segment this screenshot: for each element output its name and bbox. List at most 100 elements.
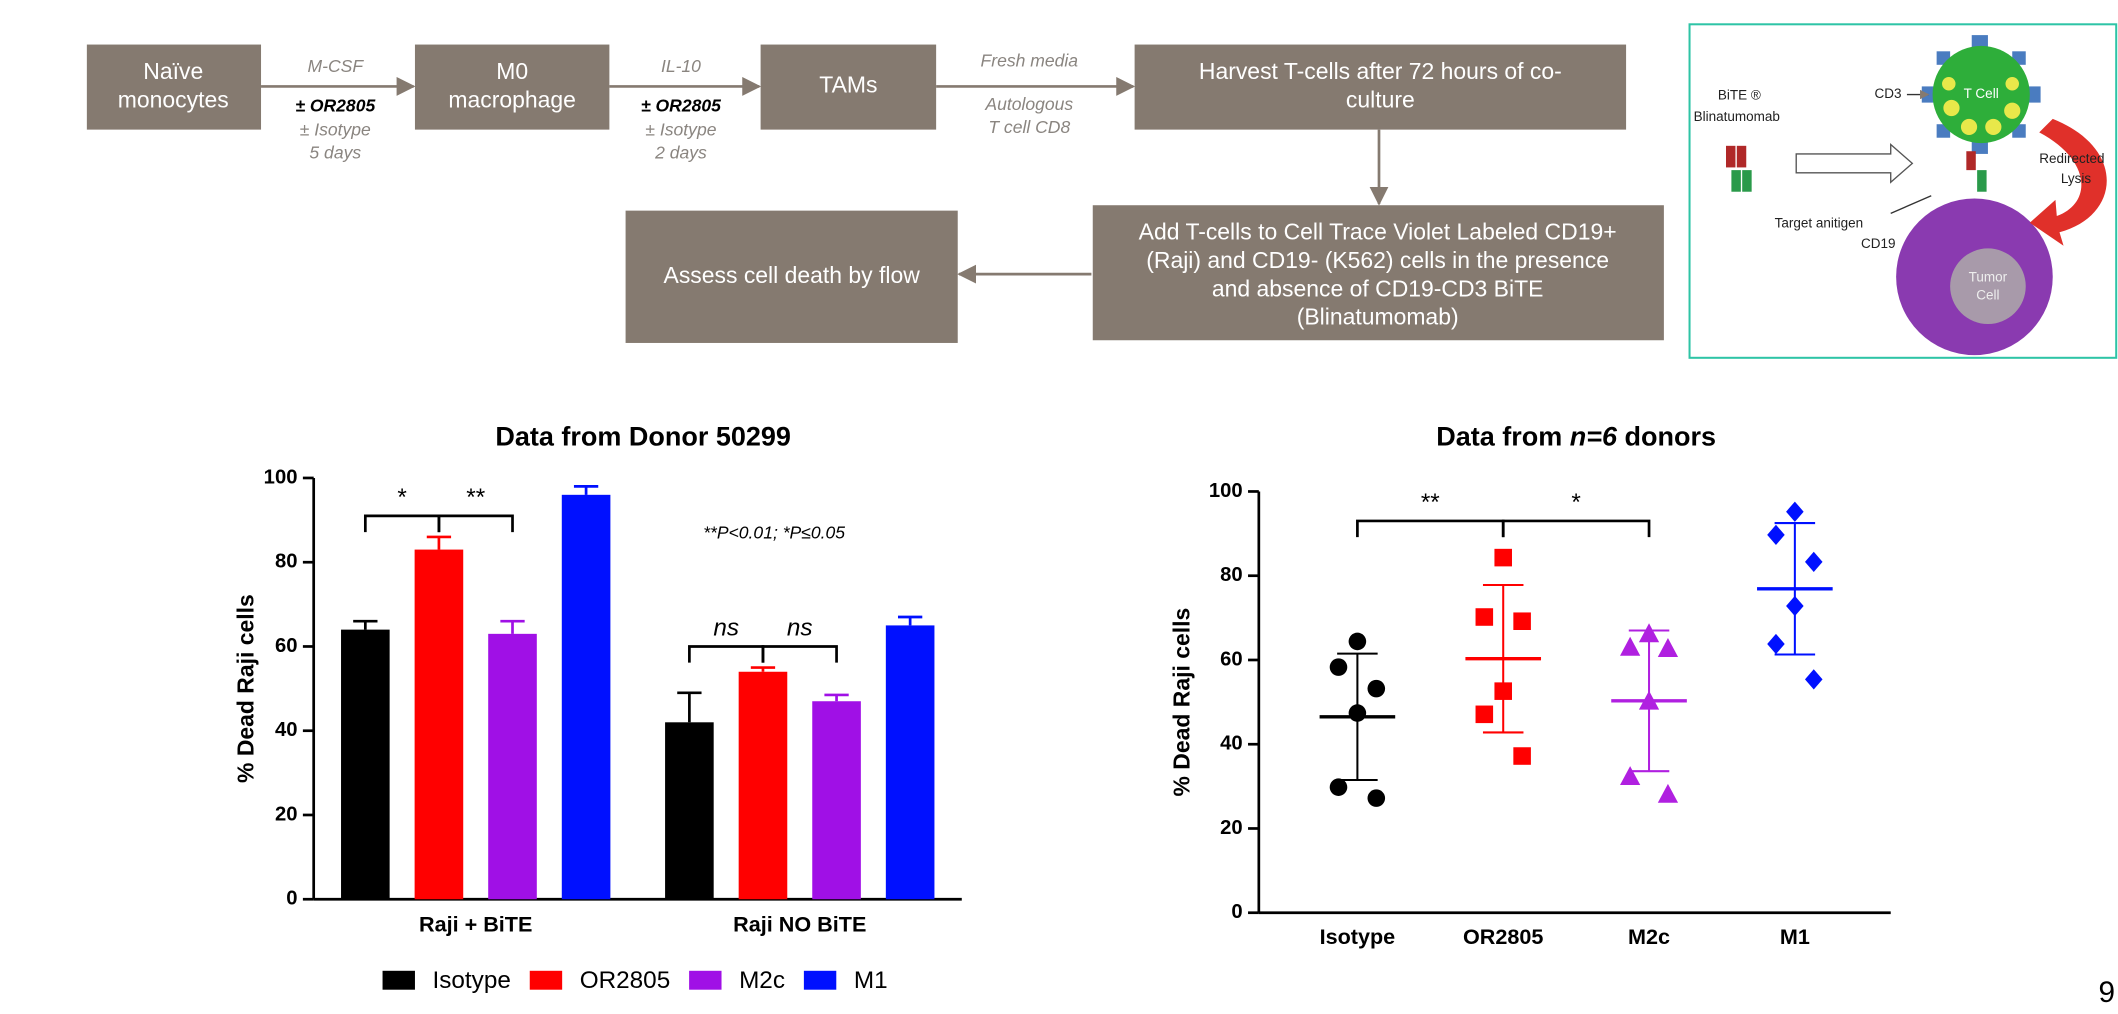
point (1620, 637, 1640, 656)
bar (665, 722, 714, 899)
inset-label: Lysis (2061, 171, 2092, 186)
point (1767, 525, 1785, 545)
chart-title: Data from Donor 50299 (495, 422, 791, 452)
annotation: **P<0.01; *P≤0.05 (703, 523, 845, 543)
legend-label: M1 (854, 967, 888, 994)
significance-bracket (763, 646, 837, 662)
step-text: TAMs (819, 71, 877, 97)
significance-bracket (365, 516, 439, 532)
inset-label: Cell (1976, 287, 1999, 302)
y-tick-label: 100 (1209, 480, 1243, 502)
point (1368, 680, 1386, 698)
point (1658, 638, 1678, 657)
error-bar (677, 693, 701, 722)
point (1513, 612, 1531, 630)
x-tick-label: M1 (1780, 924, 1810, 949)
inset-label: Redirected (2039, 151, 2104, 166)
point (1658, 784, 1678, 803)
step-text: macrophage (448, 86, 576, 112)
legend-label: OR2805 (580, 967, 671, 994)
point (1805, 669, 1823, 689)
significance-label: ** (1421, 489, 1440, 516)
title-part: n=6 (1570, 422, 1618, 452)
point (1767, 634, 1785, 654)
point (1349, 633, 1367, 651)
bar (488, 634, 537, 899)
point (1494, 682, 1512, 700)
arrow-label: T cell CD8 (988, 117, 1070, 137)
arrow-label: Fresh media (981, 51, 1079, 71)
x-tick-label: Raji + BiTE (419, 912, 532, 937)
point (1330, 658, 1348, 676)
significance-bracket (1503, 521, 1649, 537)
point (1620, 766, 1640, 785)
x-tick-label: Isotype (1320, 924, 1396, 949)
step-text: culture (1346, 86, 1415, 112)
inset-label: T Cell (1964, 86, 1999, 101)
significance-bracket (439, 516, 513, 532)
legend-label: Isotype (433, 967, 511, 994)
x-tick-label: OR2805 (1463, 924, 1543, 949)
error-bar (500, 621, 524, 634)
arrow-label: Autologous (984, 94, 1073, 114)
chart-title: Data from n=6 donors (1436, 422, 1716, 452)
step-text: (Raji) and CD19- (K562) cells in the pre… (1146, 247, 1609, 273)
y-tick-label: 80 (275, 551, 298, 573)
y-axis-label: % Dead Raji cells (233, 594, 259, 783)
bar (341, 630, 390, 900)
inset-label: Blinatumomab (1694, 109, 1780, 124)
inset-label: Target anitigen (1775, 216, 1864, 231)
point (1368, 789, 1386, 807)
error-bar (353, 621, 377, 629)
y-tick-label: 40 (1220, 733, 1243, 755)
y-tick-label: 40 (275, 719, 298, 741)
step-text: Assess cell death by flow (664, 262, 921, 288)
significance-label: ** (466, 484, 485, 511)
step-text: (Blinatumomab) (1297, 304, 1459, 330)
bar (739, 672, 788, 899)
point (1476, 706, 1494, 724)
error-bar (824, 695, 848, 701)
legend-swatch (530, 971, 562, 990)
point (1786, 502, 1804, 522)
bar (562, 495, 611, 899)
bar (415, 550, 464, 900)
arrow-label: IL-10 (661, 56, 701, 76)
point (1330, 778, 1348, 796)
significance-bracket (689, 646, 763, 662)
point (1513, 747, 1531, 765)
legend-swatch (689, 971, 721, 990)
point (1494, 549, 1512, 567)
significance-label: ns (713, 615, 739, 642)
significance-label: * (1571, 489, 1581, 516)
point (1786, 596, 1804, 616)
page: Naïve monocytes M0 macrophage TAMs Harve… (0, 0, 2118, 1014)
legend-swatch (804, 971, 836, 990)
step-text: Harvest T-cells after 72 hours of co- (1199, 58, 1562, 84)
point (1639, 623, 1659, 642)
inset-label: BiTE ® (1718, 87, 1761, 102)
arrow-label: 5 days (309, 143, 361, 163)
y-tick-label: 80 (1220, 564, 1243, 586)
y-tick-label: 60 (1220, 648, 1243, 670)
page-number: 9 (2098, 976, 2115, 1009)
step-text: Naïve (143, 58, 203, 84)
bar (812, 701, 861, 899)
error-bar (751, 668, 775, 672)
y-tick-label: 0 (286, 888, 297, 910)
y-tick-label: 20 (1220, 817, 1243, 839)
y-tick-label: 0 (1231, 901, 1242, 923)
arrow-label: ± Isotype (300, 120, 371, 140)
arrow-label: ± OR2805 (641, 95, 721, 115)
step-text: and absence of CD19-CD3 BiTE (1212, 275, 1544, 301)
step-text: monocytes (118, 86, 229, 112)
legend-label: M2c (739, 967, 785, 994)
arrow-label: ± Isotype (645, 120, 716, 140)
point (1349, 704, 1367, 722)
slide: Naïve monocytes M0 macrophage TAMs Harve… (0, 0, 2118, 1014)
point (1805, 552, 1823, 572)
significance-bracket (1357, 521, 1503, 537)
inset-label: CD19 (1861, 236, 1896, 251)
y-tick-label: 60 (275, 635, 298, 657)
legend-swatch (383, 971, 415, 990)
